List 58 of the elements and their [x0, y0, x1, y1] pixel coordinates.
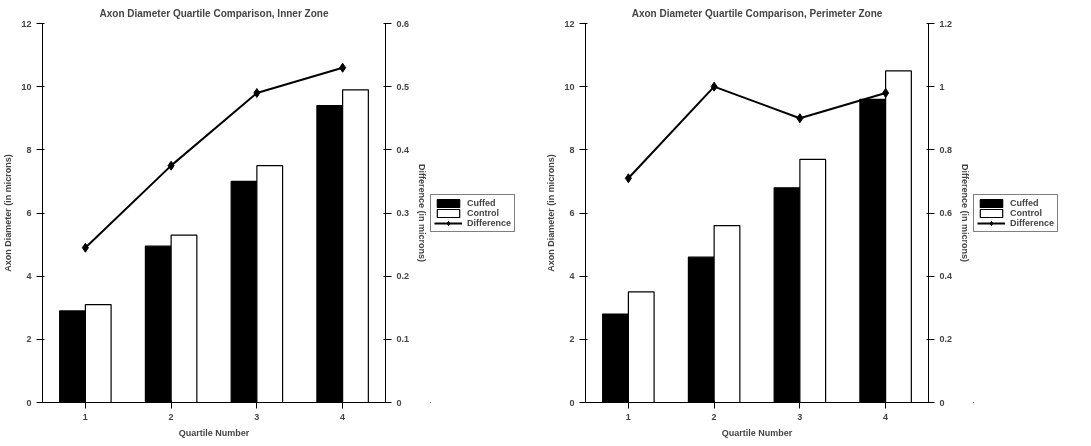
y-tick-label: 12 [564, 18, 575, 29]
y2-tick-label: 1.2 [939, 18, 953, 29]
point [167, 160, 175, 171]
y2-tick-label: 0.6 [939, 208, 953, 218]
y-tick-label: 4 [26, 271, 32, 282]
point [710, 81, 718, 92]
point [81, 242, 89, 253]
legend-label: Difference [467, 217, 512, 228]
x-tick-label: 4 [883, 411, 889, 422]
legend-label: Difference [1010, 217, 1055, 228]
y2-axis-title: Difference (in microns) [417, 163, 428, 263]
y-tick-label: 8 [569, 144, 575, 155]
x-tick-label: 4 [340, 411, 346, 422]
legend-label: Control [467, 207, 499, 218]
point [796, 113, 804, 124]
y-tick-label: 2 [26, 334, 32, 345]
y2-tick-label: 0 [396, 397, 402, 408]
y-tick-label: 2 [569, 334, 575, 345]
chart-title: Axon Diameter Quartile Comparison, Inner Zone [99, 7, 329, 19]
x-tick-label: 3 [254, 411, 260, 422]
y2-tick-label: 0 [939, 397, 945, 408]
point [624, 173, 632, 184]
y-axis-title: Axon Diameter (in microns) [546, 154, 557, 272]
x-tick-label: 2 [168, 411, 174, 422]
y2-tick-label: 0.5 [396, 81, 410, 92]
y2-tick-label: 0.2 [939, 334, 953, 345]
chart-title: Axon Diameter Quartile Comparison, Perimeter Zone [631, 7, 883, 19]
y-tick-label: 6 [569, 208, 575, 218]
y2-tick-label: 1 [939, 81, 945, 92]
x-axis-title: Quartile Number [178, 427, 250, 438]
x-tick-label: 3 [797, 411, 803, 422]
y-tick-label: 8 [26, 144, 32, 155]
y2-tick-label: 0.8 [939, 144, 953, 155]
point [253, 87, 261, 98]
x-tick-label: 1 [625, 411, 631, 422]
y-tick-label: 0 [569, 397, 575, 408]
y2-tick-label: 0.2 [396, 271, 410, 282]
legend-label: Cuffed [467, 197, 496, 208]
y2-tick-label: 0.1 [396, 334, 410, 345]
x-tick-label: 2 [711, 411, 717, 422]
y-tick-label: 0 [26, 397, 32, 408]
legend-label: Control [1010, 207, 1042, 218]
y2-axis-title: Difference (in microns) [960, 163, 971, 263]
x-axis-title: Quartile Number [721, 427, 793, 438]
legend-label: Cuffed [1010, 197, 1039, 208]
x-tick-label: 1 [82, 411, 88, 422]
y-tick-label: 4 [569, 271, 575, 282]
y-tick-label: 10 [564, 81, 575, 92]
y2-tick-label: 0.4 [939, 271, 953, 282]
y-axis-title: Axon Diameter (in microns) [3, 154, 14, 272]
y-tick-label: 12 [21, 18, 32, 29]
point [882, 87, 890, 98]
y-tick-label: 6 [26, 208, 32, 218]
y2-tick-label: 0.6 [396, 18, 410, 29]
point [339, 62, 347, 73]
y-tick-label: 10 [21, 81, 32, 92]
y2-tick-label: 0.3 [396, 208, 410, 218]
y2-tick-label: 0.4 [396, 144, 410, 155]
